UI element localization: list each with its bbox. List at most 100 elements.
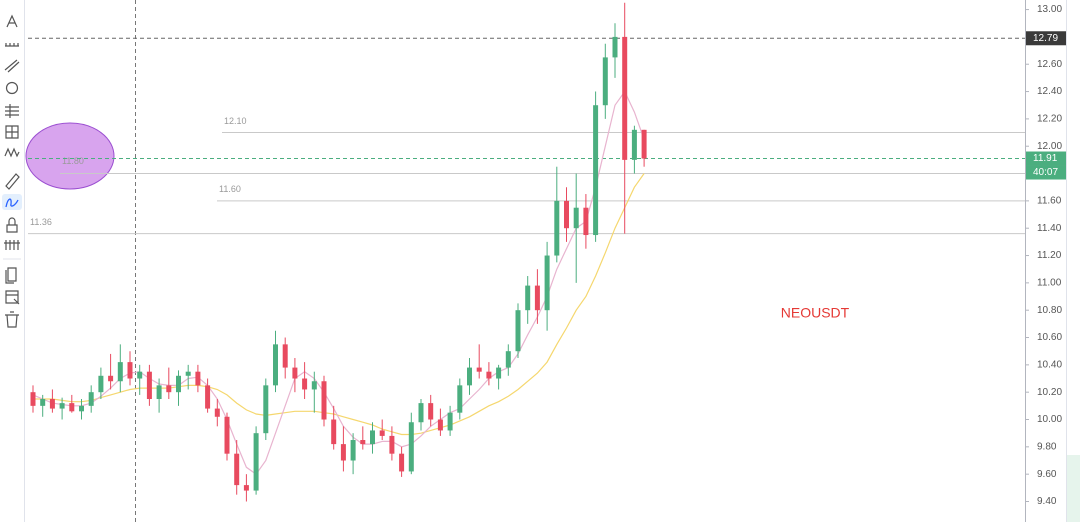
candle-body <box>88 392 94 406</box>
candle-body <box>622 36 628 160</box>
candle-body <box>641 129 647 159</box>
candle-body <box>544 255 550 311</box>
y-tick-label: 9.80 <box>1037 441 1057 452</box>
countdown-box <box>1026 165 1066 180</box>
symbol-label: NEOUSDT <box>781 305 850 321</box>
candle-body <box>282 344 288 368</box>
candle-body <box>593 105 599 236</box>
candle-body <box>108 375 114 382</box>
y-tick-label: 12.60 <box>1037 59 1062 70</box>
y-tick-label: 10.40 <box>1037 359 1062 370</box>
price-label: 11.91 <box>1033 153 1058 164</box>
y-tick-label: 10.00 <box>1037 414 1062 425</box>
candle-body <box>49 399 55 409</box>
candle-body <box>234 453 240 486</box>
candle-body <box>40 399 46 406</box>
candle-body <box>69 403 75 412</box>
y-tick-label: 11.00 <box>1037 278 1062 289</box>
y-tick-label: 12.40 <box>1037 86 1062 97</box>
y-tick-label: 9.40 <box>1037 496 1057 507</box>
ellipse-drawing[interactable] <box>25 122 115 190</box>
candle-body <box>379 430 385 436</box>
pattern-tool[interactable] <box>5 43 19 47</box>
candle-body <box>564 200 569 229</box>
candle-body <box>59 403 65 409</box>
candle-body <box>30 392 36 406</box>
alerts-tool[interactable] <box>5 290 20 305</box>
side-panel-volume <box>1067 455 1080 522</box>
moving-average <box>32 90 645 476</box>
level-label: 12.10 <box>224 116 247 126</box>
candle-body <box>156 385 162 400</box>
candle-body <box>360 440 366 445</box>
level-label: 11.80 <box>62 156 84 166</box>
candle-body <box>292 367 298 379</box>
text-tool[interactable] <box>6 14 18 28</box>
candle-body <box>602 57 608 106</box>
candle-body <box>166 385 172 393</box>
candle-body <box>302 378 308 390</box>
candle-body <box>176 375 181 393</box>
hide-tool[interactable] <box>4 240 20 250</box>
candle-body <box>370 430 375 445</box>
candle-body <box>205 385 211 409</box>
toolbar <box>2 0 25 522</box>
measure-tool[interactable] <box>5 125 19 139</box>
candle-body <box>137 371 143 379</box>
candle-body <box>476 367 482 372</box>
candle-body <box>457 385 463 413</box>
y-tick-label: 12.00 <box>1037 141 1062 152</box>
candle-body <box>195 371 201 386</box>
candle-body <box>311 381 317 390</box>
candle-body <box>98 375 104 393</box>
y-tick-label: 12.20 <box>1037 114 1062 125</box>
y-tick-label: 13.00 <box>1037 4 1062 15</box>
candle-body <box>331 419 337 445</box>
y-tick-label: 10.20 <box>1037 387 1062 398</box>
annotation-tool[interactable] <box>5 104 19 118</box>
candle-body <box>515 310 521 352</box>
ruler-tool[interactable] <box>5 173 20 190</box>
candle-body <box>573 207 579 229</box>
candle-body <box>263 385 269 434</box>
price-label: 12.79 <box>1033 33 1058 44</box>
lock-tool[interactable] <box>6 217 18 233</box>
candle-body <box>428 403 434 420</box>
candle-body <box>399 453 405 472</box>
candle-body <box>612 36 618 58</box>
candle-body <box>127 362 133 379</box>
candle-body <box>117 362 123 382</box>
y-tick-label: 10.80 <box>1037 305 1062 316</box>
candle-body <box>631 129 637 160</box>
y-tick-label: 11.40 <box>1037 223 1062 234</box>
candle-body <box>467 367 472 386</box>
candle-body <box>243 485 249 491</box>
candle-body <box>418 403 424 423</box>
candle-body <box>496 367 502 379</box>
y-tick-label: 9.60 <box>1037 469 1057 480</box>
candle-body <box>350 440 356 461</box>
candle-body <box>214 408 220 417</box>
candle-body <box>79 405 84 412</box>
pattern-tool[interactable] <box>4 147 20 158</box>
fib-tool[interactable] <box>4 59 20 73</box>
candle-body <box>253 433 259 491</box>
objects-tool[interactable] <box>5 267 17 284</box>
candle-body <box>583 207 589 236</box>
active-tool-bg <box>2 194 22 210</box>
y-tick-label: 10.60 <box>1037 332 1062 343</box>
candle-body <box>273 344 278 386</box>
candle-body <box>534 285 540 311</box>
price-label-box <box>1026 31 1066 46</box>
delete-tool[interactable] <box>5 311 19 328</box>
shape-tool[interactable] <box>5 81 19 95</box>
y-tick-label: 11.20 <box>1037 250 1062 261</box>
candle-body <box>224 416 230 454</box>
candle-body <box>146 371 152 400</box>
brush-tool[interactable] <box>5 198 19 208</box>
candle-body <box>389 435 395 454</box>
moving-average <box>33 173 645 436</box>
candle-body <box>554 200 560 256</box>
